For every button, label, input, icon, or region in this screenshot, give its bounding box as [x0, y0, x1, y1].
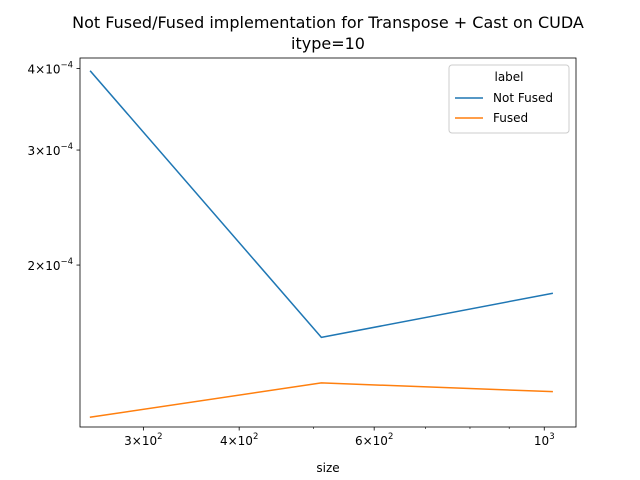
legend-label-1: Fused — [493, 111, 528, 125]
chart-title: Not Fused/Fused implementation for Trans… — [72, 13, 584, 32]
y-tick-label-2: 2×10−4 — [28, 257, 74, 273]
x-tick-label-0: 3×102 — [124, 432, 162, 448]
legend-title: label — [494, 70, 523, 84]
legend: label Not Fused Fused — [448, 64, 570, 134]
legend-box — [448, 64, 570, 134]
x-tick-label-2: 6×102 — [355, 432, 393, 448]
axes-frame — [79, 57, 577, 428]
plot-area: 3×102 4×102 6×102 103 4×10−4 3×10−4 2×10−4 labe… — [28, 57, 577, 448]
y-tick-label-1: 3×10−4 — [28, 142, 74, 158]
x-tick-label-3: 103 — [534, 432, 555, 448]
y-tick-label-0: 4×10−4 — [28, 60, 74, 76]
chart-subtitle: itype=10 — [291, 34, 365, 53]
series-line-0 — [89, 70, 554, 339]
x-axis-label: size — [316, 461, 339, 475]
series-line-1 — [89, 382, 553, 418]
legend-label-0: Not Fused — [493, 91, 553, 105]
x-tick-label-1: 4×102 — [220, 432, 258, 448]
